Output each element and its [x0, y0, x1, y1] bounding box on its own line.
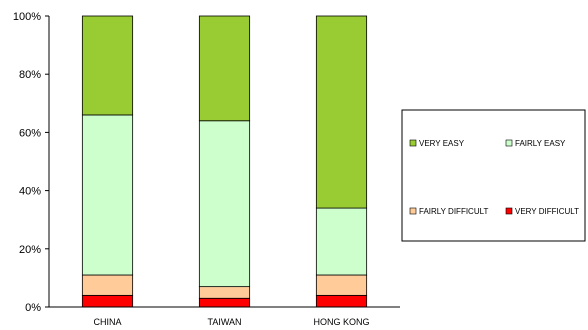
bar-segment	[198, 297, 251, 308]
x-category-label: HONG KONG	[313, 317, 369, 327]
bar-segment	[315, 15, 368, 209]
legend-box	[401, 109, 586, 242]
bar-segment	[198, 286, 251, 299]
y-tick-label: 40%	[19, 186, 41, 198]
bar-segment	[81, 114, 134, 276]
bars	[81, 15, 368, 308]
y-tick-label: 60%	[19, 127, 41, 139]
x-category-label: TAIWAN	[208, 317, 242, 327]
legend-label: VERY DIFFICULT	[515, 207, 579, 216]
bar-segment	[81, 294, 134, 308]
x-axis: CHINA TAIWAN HONG KONG	[49, 306, 400, 327]
y-tick-label: 100%	[13, 11, 41, 23]
y-tick-label: 20%	[19, 244, 41, 256]
legend: VERY EASY FAIRLY EASY FAIRLY DIFFICULT VERY…	[401, 109, 586, 242]
y-tick-label: 0%	[25, 302, 41, 314]
bar-segment	[198, 120, 251, 288]
x-category-label: CHINA	[93, 317, 121, 327]
legend-label: FAIRLY EASY	[515, 139, 566, 148]
legend-swatch	[409, 207, 417, 215]
legend-label: FAIRLY DIFFICULT	[419, 207, 488, 216]
legend-swatch	[409, 139, 417, 147]
legend-swatch	[505, 139, 513, 147]
legend-swatch	[505, 207, 513, 215]
y-tick-label: 80%	[19, 69, 41, 81]
bar-segment	[315, 274, 368, 296]
bar-segment	[81, 274, 134, 296]
bar-segment	[198, 15, 251, 122]
legend-label: VERY EASY	[419, 139, 465, 148]
y-axis: 0% 20% 40% 60% 80% 100%	[13, 11, 50, 314]
bar-segment	[81, 15, 134, 116]
bar-segment	[315, 294, 368, 308]
bar-segment	[315, 207, 368, 276]
